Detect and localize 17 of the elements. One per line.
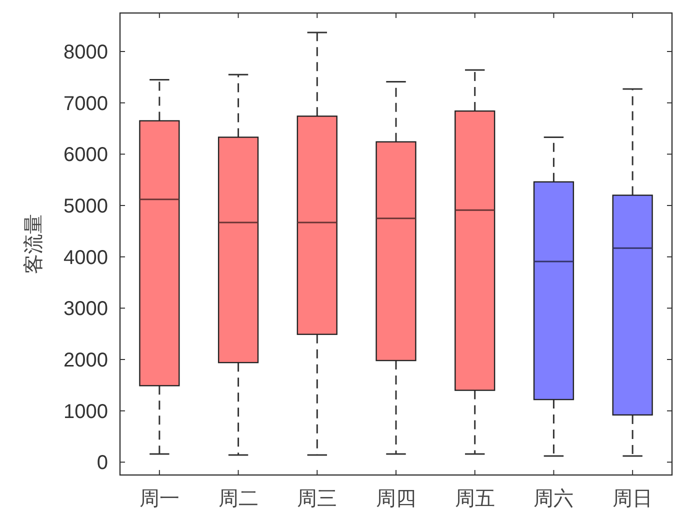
y-tick-label: 4000 — [64, 246, 108, 269]
y-tick-label: 8000 — [64, 42, 108, 64]
y-tick-label: 6000 — [64, 144, 108, 166]
y-tick-label: 1000 — [64, 400, 108, 423]
y-tick-label: 2000 — [64, 350, 108, 372]
x-tick-label: 周一 — [139, 486, 180, 510]
x-tick-label: 周日 — [612, 486, 653, 510]
x-tick-label: 周五 — [454, 486, 495, 510]
y-tick-label: 5000 — [64, 196, 108, 218]
y-tick-label: 7000 — [64, 92, 108, 115]
x-tick-label: 周六 — [534, 486, 574, 510]
x-tick-label: 周二 — [218, 486, 258, 510]
x-tick-label: 周三 — [297, 486, 338, 510]
y-axis-title: 客流量 — [21, 214, 45, 274]
x-tick-label: 周四 — [376, 486, 416, 510]
y-tick-label: 3000 — [64, 298, 108, 320]
y-tick-label: 0 — [96, 452, 108, 474]
